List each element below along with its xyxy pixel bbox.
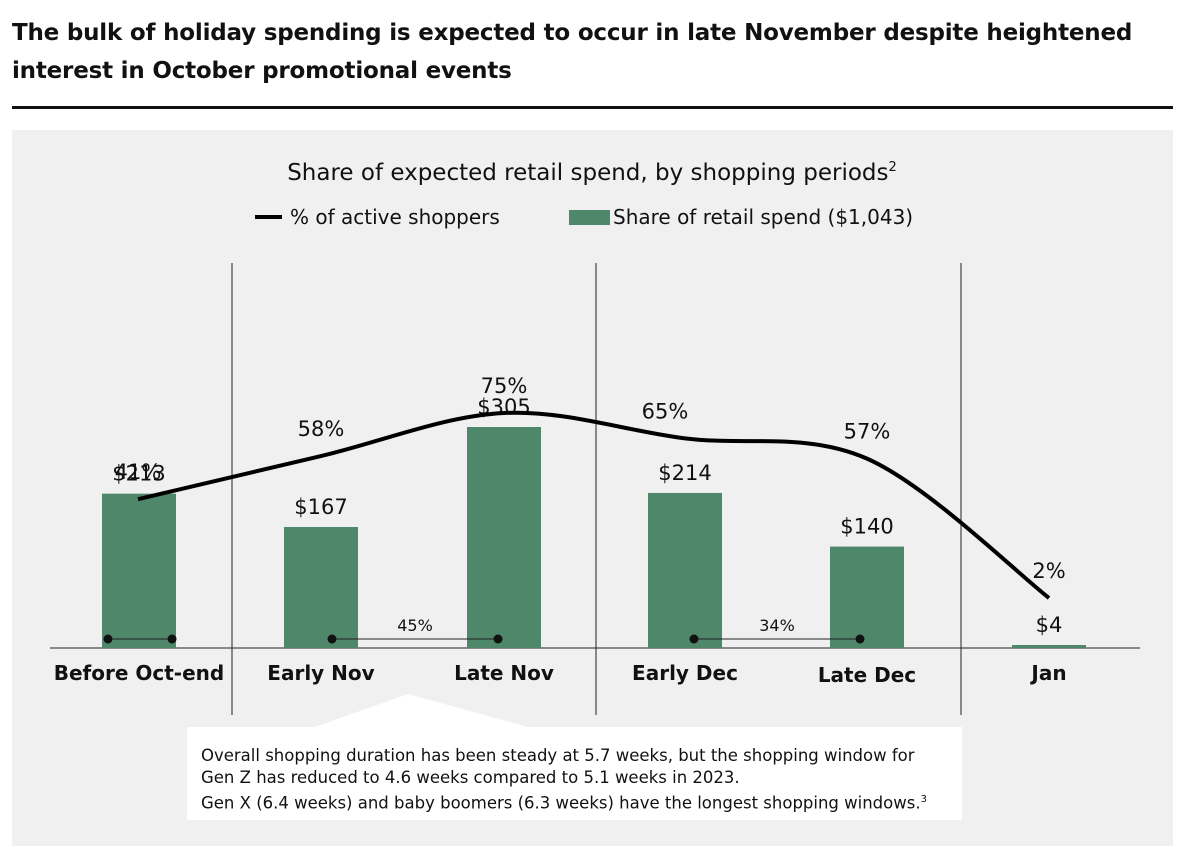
callout-pointer xyxy=(312,694,532,728)
bar-4 xyxy=(648,492,722,648)
bracket-dot-start-3 xyxy=(689,634,699,644)
legend-bar-label: Share of retail spend ($1,043) xyxy=(613,205,913,229)
line-value-label-3: 75% xyxy=(481,374,528,398)
bracket-label-3: 34% xyxy=(759,616,795,635)
title-divider xyxy=(12,106,1173,109)
bracket-dot-end-2 xyxy=(493,634,503,644)
line-value-label-6: 2% xyxy=(1032,559,1065,583)
chart-panel: Share of expected retail spend, by shopp… xyxy=(12,130,1173,846)
legend: % of active shoppers Share of retail spe… xyxy=(255,205,913,229)
note-line-3: Gen X (6.4 weeks) and baby boomers (6.3 … xyxy=(201,789,962,815)
note-footnote: 3 xyxy=(920,794,927,805)
bar-value-label-2: $167 xyxy=(294,495,347,519)
note-line-3-text: Gen X (6.4 weeks) and baby boomers (6.3 … xyxy=(201,793,921,813)
bar-1 xyxy=(102,493,176,648)
callout-note: Overall shopping duration has been stead… xyxy=(187,727,962,820)
chart-title-text: Share of expected retail spend, by shopp… xyxy=(287,160,888,186)
line-value-label-4: 65% xyxy=(642,399,689,423)
bracket-dot-start-1 xyxy=(103,634,113,644)
category-label-4: Early Dec xyxy=(632,661,738,685)
line-value-label-5: 57% xyxy=(844,420,891,444)
bracket-dot-start-2 xyxy=(327,634,337,644)
note-line-2: Gen Z has reduced to 4.6 weeks compared … xyxy=(201,768,740,787)
headline: The bulk of holiday spending is expected… xyxy=(12,20,1133,84)
chart: Share of expected retail spend, by shopp… xyxy=(50,160,1140,728)
note-line-1: Overall shopping duration has been stead… xyxy=(201,746,915,765)
bracket-label-2: 45% xyxy=(397,616,433,635)
legend-bar-swatch xyxy=(569,210,610,225)
category-label-1: Before Oct-end xyxy=(54,661,224,685)
category-label-6: Jan xyxy=(1029,661,1066,685)
bracket-dot-end-3 xyxy=(855,634,865,644)
line-value-label-1: 41% xyxy=(115,460,162,484)
chart-title: Share of expected retail spend, by shopp… xyxy=(287,160,897,186)
category-label-3: Late Nov xyxy=(454,661,554,685)
bar-5 xyxy=(830,546,904,648)
shoppers-line xyxy=(137,410,1051,600)
category-label-5: Late Dec xyxy=(818,663,916,687)
bar-value-label-6: $4 xyxy=(1036,613,1063,637)
legend-line-label: % of active shoppers xyxy=(290,205,500,229)
bar-3 xyxy=(467,427,541,648)
chart-title-footnote: 2 xyxy=(889,160,897,175)
bar-value-label-5: $140 xyxy=(840,515,893,539)
bar-value-label-1: $213 xyxy=(112,462,165,486)
bar-value-label-4: $214 xyxy=(658,461,711,485)
line-value-label-2: 58% xyxy=(298,417,345,441)
category-label-2: Early Nov xyxy=(267,661,374,685)
bar-6 xyxy=(1012,645,1086,648)
bracket-dot-end-1 xyxy=(167,634,177,644)
bar-2 xyxy=(284,526,358,648)
